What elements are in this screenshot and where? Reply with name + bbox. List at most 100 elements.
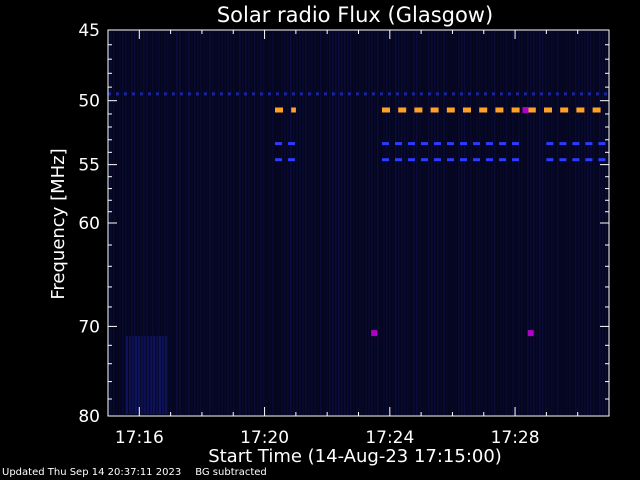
band-segment [276,92,279,96]
background-streaks [110,31,607,415]
background-streak [284,31,286,415]
band-segment [408,158,415,162]
background-streak [512,31,514,415]
background-streak [119,31,121,415]
band-segment [572,158,580,162]
band-segment [316,92,319,96]
band-segment [460,92,463,96]
background-streak [380,31,382,415]
background-streak [398,31,400,415]
background-streak [425,31,427,415]
background-streak [470,31,472,415]
band-segment [564,92,567,96]
updated-text: Updated Thu Sep 14 20:37:11 2023 [2,467,182,478]
band-segment [560,107,569,113]
background-streak [434,31,436,415]
y-tick-label: 50 [78,92,100,112]
background-streak [551,31,553,415]
background-streak [299,31,301,415]
band-segment [473,142,480,146]
band-segment [499,142,506,146]
band-segment [348,92,351,96]
x-tick-label: 17:28 [491,428,540,448]
background-streak [311,31,313,415]
y-tick-label: 55 [78,156,100,176]
background-streak [554,31,556,415]
background-streak [563,31,565,415]
band-segment [588,92,591,96]
background-streak [308,31,310,415]
background-streak [144,335,146,414]
background-streak [188,31,190,415]
band-segment [372,92,375,96]
background-streak [125,31,127,415]
band-segment [288,142,295,146]
background-streak [353,31,355,415]
background-streak [170,31,172,415]
y-axis-ticks: 45 50 55 60 70 80 [78,21,609,427]
background-streak [236,31,238,415]
background-streak [305,31,307,415]
band-segment [108,92,111,96]
band-segment [414,107,423,113]
background-streak [521,31,523,415]
background-streak [590,31,592,415]
band-segment [284,92,287,96]
band-segment [356,92,359,96]
background-streak [326,31,328,415]
band-segment [527,107,536,113]
band-segment [452,92,455,96]
background-streak [257,31,259,415]
band-segment [140,92,143,96]
background-streak [152,31,154,415]
band-segment [585,158,593,162]
background-streak [149,31,151,415]
background-streak [296,31,298,415]
background-streak [542,31,544,415]
background-streak [179,31,181,415]
background-streak [242,31,244,415]
band-segment [460,158,467,162]
emission-bands [108,92,607,162]
background-streak [365,31,367,415]
background-streak [359,31,361,415]
background-streak [515,31,517,415]
background-streak [539,31,541,415]
background-streak [269,31,271,415]
band-segment [382,158,389,162]
y-tick-label: 45 [78,21,100,41]
background-streak [383,31,385,415]
background-streak [290,31,292,415]
background-streak [497,31,499,415]
band-segment [252,92,255,96]
band-segment [396,92,399,96]
background-streak [446,31,448,415]
background-streak [410,31,412,415]
background-streak [386,31,388,415]
band-segment [268,92,271,96]
background-streak [233,31,235,415]
background-streak [338,31,340,415]
background-streak [536,31,538,415]
background-streak [161,31,163,415]
band-segment [364,92,367,96]
band-segment [148,92,151,96]
band-segment [404,92,407,96]
background-streak [575,31,577,415]
background-streak [254,31,256,415]
background-streak [132,335,134,414]
band-segment [421,158,428,162]
background-streak [395,31,397,415]
background-streak [140,31,142,415]
band-segment [524,92,527,96]
background-streak [260,31,262,415]
background-streak [221,31,223,415]
band-segment [492,92,495,96]
background-streak [143,31,145,415]
band-segment [412,92,415,96]
background-streak [527,31,529,415]
band-segment [596,92,599,96]
background-streak [485,31,487,415]
band-segment [124,92,127,96]
background-streak [335,31,337,415]
